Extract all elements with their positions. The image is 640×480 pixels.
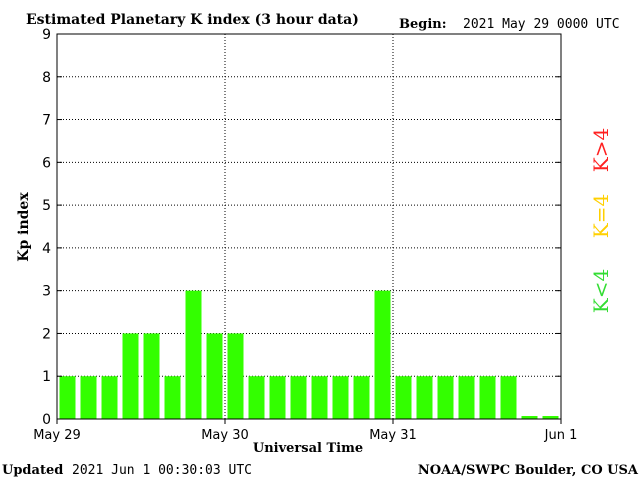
y-tick-label: 4 <box>42 241 51 257</box>
kp-bar <box>458 376 475 419</box>
kp-bar <box>353 376 370 419</box>
kp-bar <box>542 416 559 419</box>
begin-value: 2021 May 29 0000 UTC <box>463 17 620 32</box>
x-tick-label: May 31 <box>369 428 417 443</box>
kp-bar <box>248 376 265 419</box>
chart-title: Estimated Planetary K index (3 hour data… <box>26 12 359 28</box>
legend-k-greater-4: K>4 <box>589 128 613 172</box>
y-tick-label: 0 <box>42 412 51 428</box>
grid-lines <box>57 34 561 419</box>
y-tick-labels: 0 1 2 3 4 5 6 7 8 9 <box>42 27 561 428</box>
kp-bar <box>521 416 538 419</box>
y-tick-label: 9 <box>42 27 51 43</box>
kp-bar <box>122 333 139 419</box>
y-tick-label: 1 <box>42 369 51 385</box>
kp-bar <box>101 376 118 419</box>
kp-bar <box>395 376 412 419</box>
kp-bar <box>269 376 286 419</box>
kp-bar <box>416 376 433 419</box>
x-tick-label: May 30 <box>201 428 249 443</box>
y-tick-label: 6 <box>42 155 51 171</box>
kp-bar <box>164 376 181 419</box>
begin-label: Begin: <box>399 17 447 32</box>
updated-label: Updated <box>2 463 63 478</box>
y-tick-label: 5 <box>42 198 51 214</box>
x-tick-label: May 29 <box>33 428 81 443</box>
plot-frame <box>56 33 562 420</box>
legend-k-less-4: K<4 <box>589 269 613 313</box>
kp-bar <box>59 376 76 419</box>
x-tick-labels: May 29 May 30 May 31 Jun 1 <box>33 419 577 443</box>
kp-bar <box>143 333 160 419</box>
y-tick-label: 7 <box>42 113 51 129</box>
kp-bar <box>437 376 454 419</box>
y-tick-label: 8 <box>42 70 51 86</box>
y-axis-label: Kp index <box>16 192 32 262</box>
kp-bar <box>311 376 328 419</box>
kp-bar <box>227 333 244 419</box>
kp-bar <box>80 376 97 419</box>
kp-bar <box>185 290 202 419</box>
x-axis-label: Universal Time <box>253 441 363 456</box>
kp-bar <box>479 376 496 419</box>
kp-bar <box>206 333 223 419</box>
kp-bar <box>374 290 391 419</box>
legend: K>4 K=4 K<4 <box>589 128 613 313</box>
x-tick-label: Jun 1 <box>544 428 578 443</box>
kp-bar <box>500 376 517 419</box>
kp-bar <box>290 376 307 419</box>
y-tick-label: 2 <box>42 326 51 342</box>
legend-k-equal-4: K=4 <box>589 194 613 238</box>
kp-bar <box>332 376 349 419</box>
bars-group <box>59 290 559 419</box>
y-tick-label: 3 <box>42 284 51 300</box>
source-credit: NOAA/SWPC Boulder, CO USA <box>418 463 639 478</box>
updated-value: 2021 Jun 1 00:30:03 UTC <box>72 463 252 478</box>
